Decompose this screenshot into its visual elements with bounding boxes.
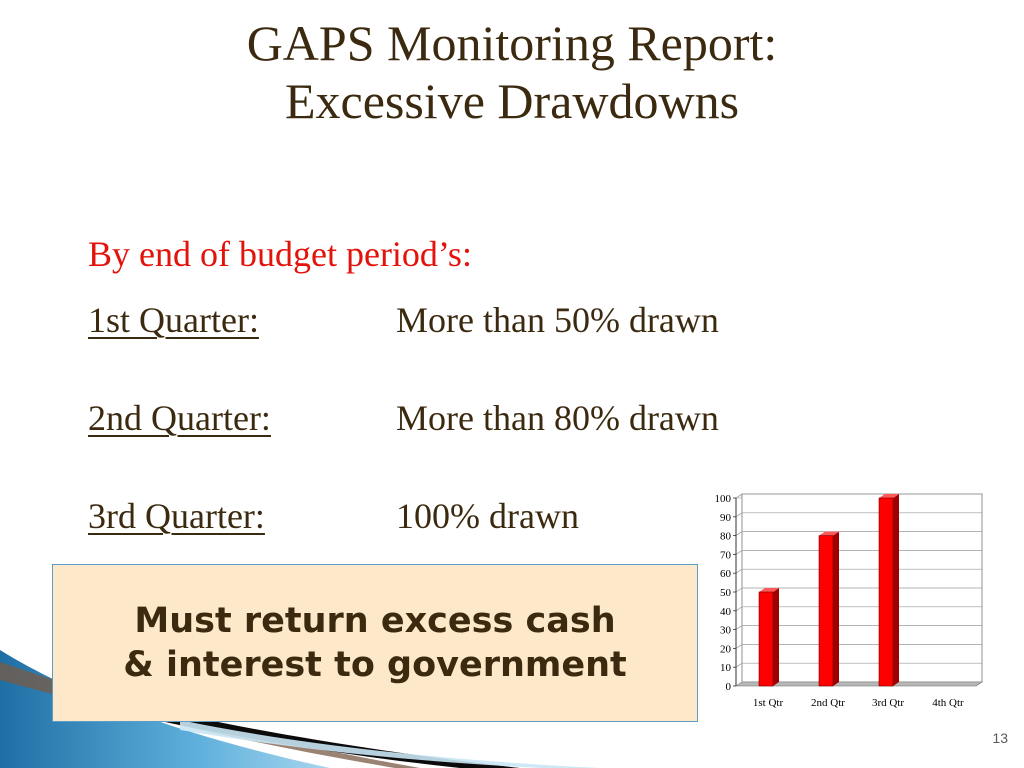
chart-y-tick-label: 0 — [726, 681, 732, 693]
chart-y-tick-label: 90 — [720, 512, 732, 524]
chart-y-tick-label: 20 — [720, 643, 732, 655]
quarter-row-3: 3rd Quarter: 100% drawn — [88, 494, 579, 538]
chart-y-tick-label: 80 — [720, 531, 732, 543]
chart-gridline-side — [735, 568, 743, 574]
chart-x-tick-label: 1st Qtr — [753, 697, 784, 709]
quarter-row-2: 2nd Quarter: More than 80% drawn — [88, 396, 719, 440]
chart-x-tick-label: 2nd Qtr — [811, 697, 845, 709]
chart-y-tick-label: 10 — [720, 662, 732, 674]
chart-gridline-side — [735, 512, 743, 518]
chart-y-tick-label: 60 — [720, 568, 732, 580]
quarter-value-1: More than 50% drawn — [396, 300, 719, 340]
chart-y-tick-label: 40 — [720, 606, 732, 618]
chart-y-tick-label: 50 — [720, 587, 732, 599]
chart-bar-side — [893, 494, 899, 686]
chart-y-tick-label: 70 — [720, 549, 732, 561]
callout-line-1: Must return excess cash — [134, 601, 616, 641]
chart-gridline-side — [735, 625, 743, 630]
callout-line-2: & interest to government — [123, 645, 627, 685]
chart-gridline-side — [735, 587, 743, 593]
chart-bar-side — [773, 588, 779, 686]
slide-title: GAPS Monitoring Report: Excessive Drawdo… — [0, 14, 1024, 130]
drawdown-bar-chart: 0 10 20 30 40 50 60 70 80 90 100 1st Qtr 2nd Qtr 3rd … — [715, 493, 983, 709]
chart-x-tick-label: 4th Qtr — [932, 697, 964, 709]
chart-bar-top — [819, 531, 839, 536]
slide-title-line-2: Excessive Drawdowns — [284, 73, 740, 129]
chart-bar-top — [879, 494, 899, 498]
quarter-row-1: 1st Quarter: More than 50% drawn — [88, 298, 719, 342]
chart-gridline-side — [735, 662, 743, 668]
chart-gridline-side — [735, 606, 743, 612]
quarter-label-3: 3rd Quarter: — [88, 496, 265, 536]
chart-gridline-side — [735, 644, 743, 649]
budget-period-subtitle: By end of budget period’s: — [88, 234, 472, 274]
quarter-label-1: 1st Quarter: — [88, 300, 259, 340]
page-number: 13 — [992, 730, 1008, 746]
quarter-label-2: 2nd Quarter: — [88, 398, 271, 438]
chart-bar — [758, 591, 774, 687]
chart-bar-side — [833, 531, 839, 686]
chart-bar-top — [759, 588, 779, 592]
quarter-value-2: More than 80% drawn — [396, 398, 719, 438]
chart-y-tick-label: 100 — [715, 493, 732, 505]
chart-bar — [818, 535, 834, 687]
chart-gridline-side — [735, 493, 743, 499]
callout-box: Must return excess cash & interest to go… — [52, 564, 698, 722]
chart-x-tick-label: 3rd Qtr — [872, 697, 904, 709]
chart-gridline-side — [735, 681, 743, 687]
chart-bar — [878, 497, 894, 687]
chart-gridline-side — [735, 531, 743, 536]
quarter-value-3: 100% drawn — [396, 496, 579, 536]
slide-title-line-1: GAPS Monitoring Report: — [246, 15, 778, 71]
chart-y-tick-label: 30 — [720, 625, 732, 637]
chart-gridline-side — [735, 550, 743, 555]
